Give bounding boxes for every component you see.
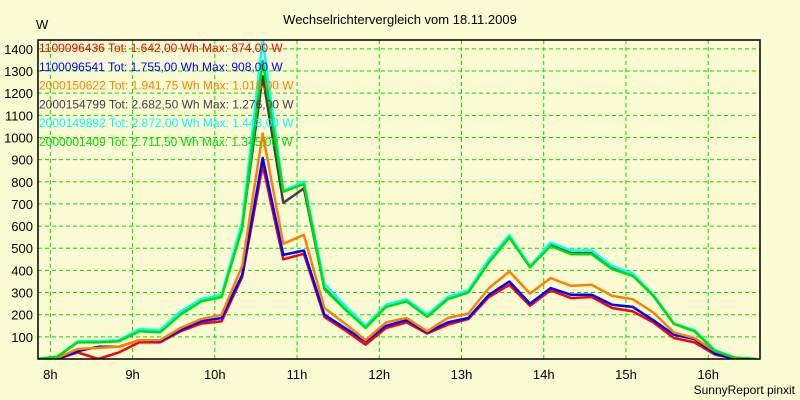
legend-entry-2000154799: 2000154799 Tot: 2.682,50 Wh Max: 1.276,0… xyxy=(39,97,294,111)
x-tick-label: 13h xyxy=(451,367,473,382)
y-tick-label: 700 xyxy=(11,197,33,212)
x-tick-label: 11h xyxy=(287,367,308,382)
y-tick-label: 200 xyxy=(11,308,33,323)
x-tick-label: 15h xyxy=(615,367,637,382)
y-tick-labels: 100 200 300 400 500 600 700 800 900 1000 1100 1200 1… xyxy=(4,42,33,345)
legend: 1100096436 Tot: 1.642,00 Wh Max: 874,00 … xyxy=(39,41,294,149)
legend-entry-2000150622: 2000150622 Tot: 1.941,75 Wh Max: 1.018,0… xyxy=(39,79,294,93)
y-tick-label: 900 xyxy=(11,153,33,168)
legend-entry-1100096541: 1100096541 Tot: 1.755,00 Wh Max: 908,00 … xyxy=(39,60,283,74)
x-tick-label: 16h xyxy=(697,367,719,382)
y-tick-label: 500 xyxy=(11,241,33,256)
x-tick-label: 8h xyxy=(43,367,57,382)
legend-entry-2000149892: 2000149892 Tot: 2.872,00 Wh Max: 1.443,0… xyxy=(39,116,294,130)
chart-title: Wechselrichtervergleich vom 18.11.2009 xyxy=(283,12,517,27)
series-lines xyxy=(38,40,757,359)
grid xyxy=(38,40,760,359)
y-tick-label: 1100 xyxy=(5,108,33,123)
y-tick-label: 1400 xyxy=(4,42,33,57)
x-tick-label: 12h xyxy=(368,367,390,382)
series-line-2000001409 xyxy=(38,59,757,359)
series-line-1100096436 xyxy=(38,164,757,359)
legend-entry-1100096436: 1100096436 Tot: 1.642,00 Wh Max: 874,00 … xyxy=(39,41,283,55)
y-axis-label: W xyxy=(36,17,49,32)
series-line-2000149892 xyxy=(38,40,757,359)
y-tick-label: 800 xyxy=(11,175,33,190)
footer-credit: SunnyReport pinxit xyxy=(694,383,796,397)
x-tick-label: 14h xyxy=(533,367,555,382)
y-tick-label: 1200 xyxy=(4,86,33,101)
legend-entry-2000001409: 2000001409 Tot: 2.711,50 Wh Max: 1.345,0… xyxy=(39,135,293,149)
x-tick-label: 10h xyxy=(204,367,226,382)
plot-frame xyxy=(37,39,761,360)
y-tick-label: 100 xyxy=(11,330,33,345)
y-tick-label: 400 xyxy=(11,263,33,278)
y-tick-label: 1300 xyxy=(4,64,33,79)
y-tick-label: 1000 xyxy=(4,130,33,145)
y-tick-label: 600 xyxy=(11,219,33,234)
x-tick-label: 9h xyxy=(125,367,139,382)
series-line-2000150622 xyxy=(38,132,757,359)
y-tick-label: 300 xyxy=(11,286,33,301)
x-tick-labels: 8h 9h 10h 11h 12h 13h 14h 15h 16h xyxy=(43,367,719,382)
